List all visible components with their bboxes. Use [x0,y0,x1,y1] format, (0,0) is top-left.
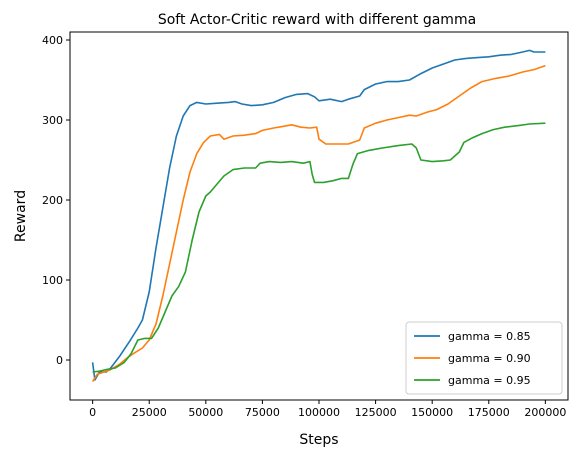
x-axis-ticks: 0 25000 50000 75000 100000 125000 150000 175000… [89,400,566,419]
y-tick-label-1: 100 [42,274,63,287]
x-tick-label-2: 50000 [188,406,223,419]
y-tick-label-0: 0 [56,354,63,367]
y-tick-label-2: 200 [42,194,63,207]
x-tick-label-8: 200000 [524,406,566,419]
x-tick-label-3: 75000 [245,406,280,419]
legend-label-2: gamma = 0.95 [448,374,531,387]
series-line-2 [92,122,546,373]
y-tick-label-4: 400 [42,34,63,47]
legend-label-0: gamma = 0.85 [448,330,531,343]
x-tick-label-1: 25000 [132,406,167,419]
x-tick-label-7: 175000 [468,406,510,419]
chart-title: Soft Actor-Critic reward with different … [158,12,476,28]
legend-box [405,321,563,395]
series-line-0 [91,49,546,381]
series-layer [91,49,546,383]
x-tick-label-6: 150000 [411,406,453,419]
legend: gamma = 0.85 gamma = 0.90 gamma = 0.95 [405,321,563,395]
series-line-1 [91,64,546,383]
plot-area: 0 25000 50000 75000 100000 125000 150000 175000… [42,31,569,419]
x-tick-label-4: 100000 [298,406,340,419]
x-tick-label-5: 125000 [355,406,397,419]
x-tick-label-0: 0 [89,406,96,419]
y-axis-ticks: 0 100 200 300 400 [42,34,70,367]
x-axis-label: Steps [299,432,338,448]
y-tick-label-3: 300 [42,114,63,127]
y-axis-label: Reward [13,190,29,242]
legend-label-1: gamma = 0.90 [448,352,531,365]
